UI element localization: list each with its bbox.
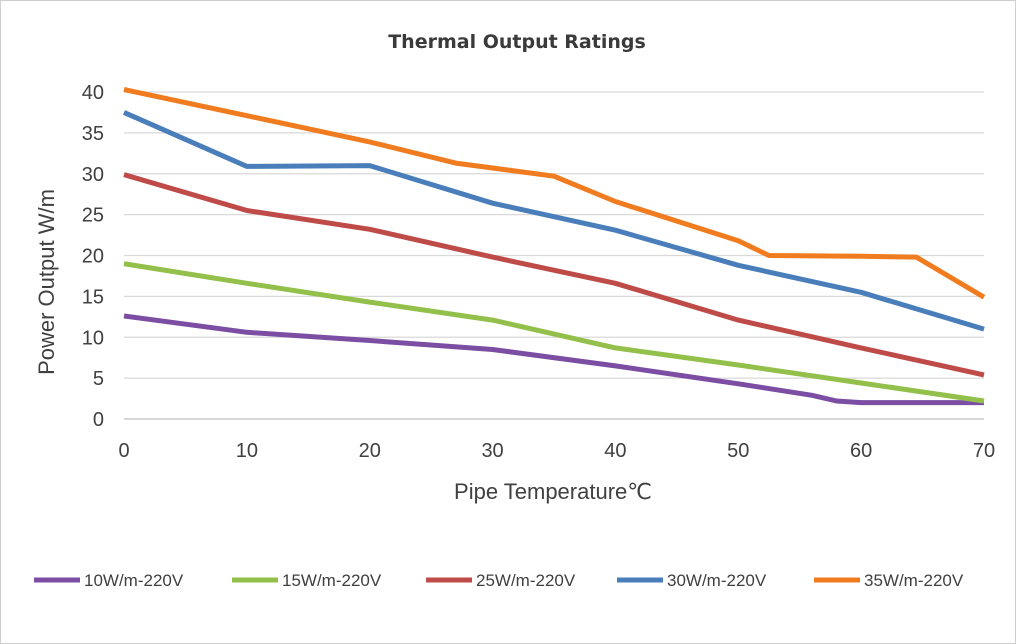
legend-label: 15W/m-220V xyxy=(282,571,382,590)
chart-title: Thermal Output Ratings xyxy=(388,31,646,53)
series-line xyxy=(123,87,986,300)
legend-label: 30W/m-220V xyxy=(667,571,767,590)
y-tick-label: 10 xyxy=(82,327,104,349)
x-tick-label: 70 xyxy=(973,440,995,462)
y-axis-ticks: 0 5 10 15 20 25 30 35 40 xyxy=(82,82,104,431)
y-axis-title: Power Output W/m xyxy=(34,189,59,375)
y-tick-label: 40 xyxy=(82,82,104,104)
y-tick-label: 15 xyxy=(82,286,104,308)
x-tick-label: 0 xyxy=(118,440,129,462)
legend-label: 10W/m-220V xyxy=(84,571,184,590)
x-tick-label: 20 xyxy=(359,440,381,462)
series-line xyxy=(123,261,985,404)
x-tick-label: 50 xyxy=(727,440,749,462)
legend-label: 35W/m-220V xyxy=(864,571,964,590)
series-lines xyxy=(122,87,986,406)
legend-label: 25W/m-220V xyxy=(476,571,576,590)
x-tick-label: 10 xyxy=(236,440,258,462)
x-tick-label: 30 xyxy=(481,440,503,462)
x-tick-label: 60 xyxy=(850,440,872,462)
legend: 10W/m-220V 15W/m-220V 25W/m-220V 30W/m-220V… xyxy=(34,571,964,590)
y-tick-label: 20 xyxy=(82,246,104,268)
y-tick-label: 25 xyxy=(82,205,104,227)
series-line xyxy=(123,172,985,378)
y-tick-label: 5 xyxy=(93,368,104,390)
y-tick-label: 0 xyxy=(93,409,104,431)
y-tick-label: 30 xyxy=(82,164,104,186)
series-line xyxy=(122,110,985,332)
x-axis-ticks: 0 10 20 30 40 50 60 70 xyxy=(118,440,995,462)
x-axis-title: Pipe Temperature℃ xyxy=(454,479,652,504)
x-tick-label: 40 xyxy=(604,440,626,462)
series-line xyxy=(123,313,984,406)
y-tick-label: 35 xyxy=(82,123,104,145)
